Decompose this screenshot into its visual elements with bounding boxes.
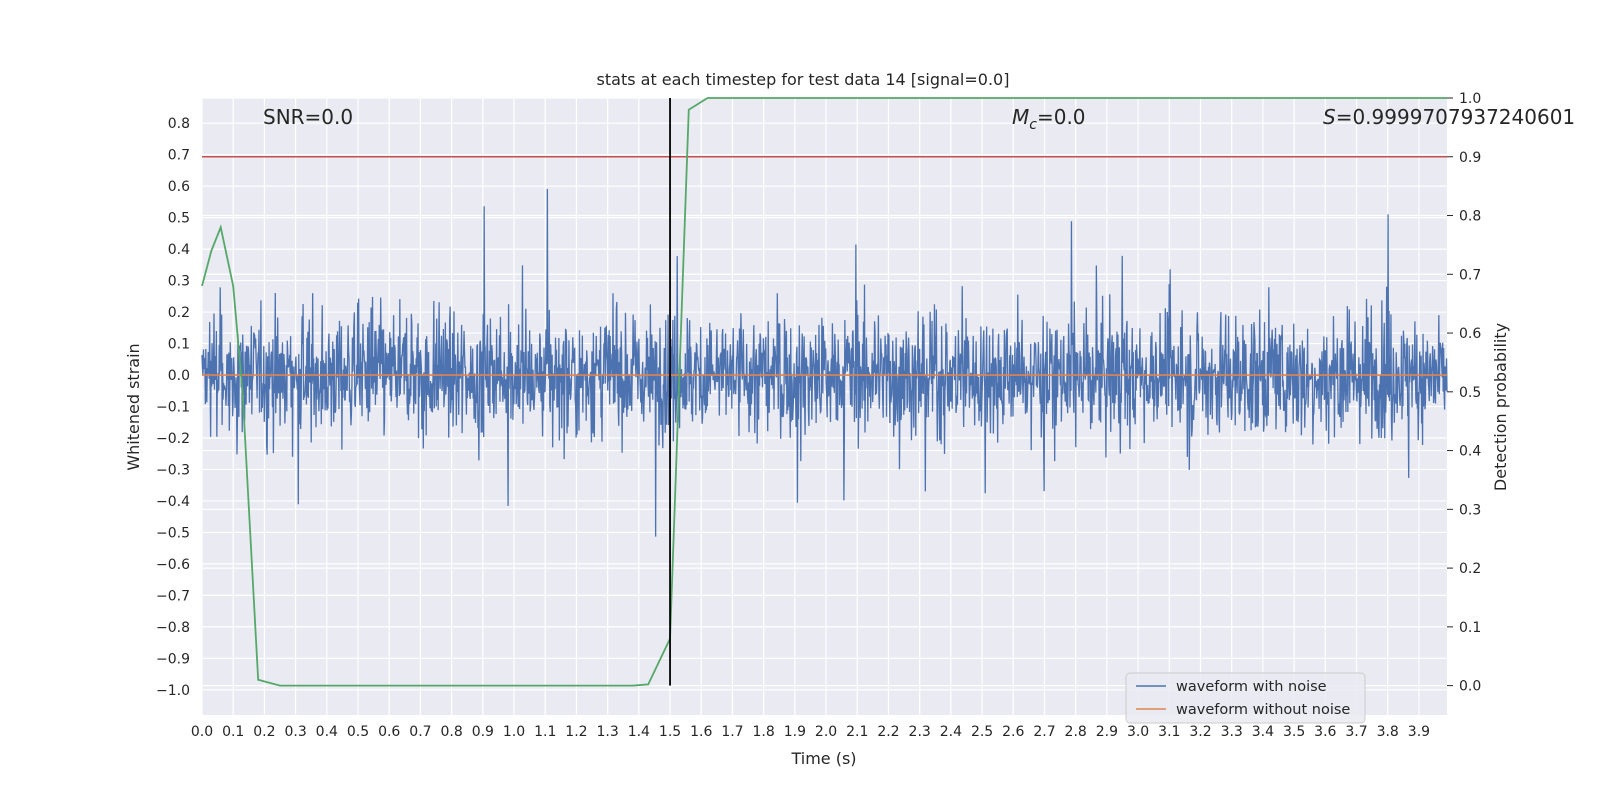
x-tick-label: 1.8: [753, 724, 775, 740]
x-tick-label: 0.0: [191, 724, 213, 740]
detection-probability-line: [201, 97, 1447, 687]
x-tick-label: 1.1: [534, 724, 556, 740]
annotation-chirp-mass-sub: c: [1029, 117, 1037, 133]
annotation-score-symbol: S: [1323, 105, 1336, 129]
y-tick-label: −0.6: [156, 557, 190, 573]
y-tick-label: 0.5: [168, 211, 190, 227]
x-tick-label: 0.3: [284, 724, 306, 740]
y-tick-label: −0.1: [156, 400, 190, 416]
y2-tick-label: 1.0: [1459, 91, 1481, 107]
x-tick-label: 1.9: [784, 724, 806, 740]
y-tick-label: 0.6: [168, 179, 190, 195]
x-tick-label: 1.3: [597, 724, 619, 740]
x-tick-label: 1.5: [659, 724, 681, 740]
y-tick-label: 0.8: [168, 116, 190, 132]
x-tick-label: 1.7: [721, 724, 743, 740]
y-tick-label: −1.0: [156, 683, 190, 699]
legend-label-noise: waveform with noise: [1176, 679, 1327, 695]
x-tick-label: 2.5: [971, 724, 993, 740]
y-tick-label: 0.2: [168, 305, 190, 321]
x-tick-label: 3.2: [1189, 724, 1211, 740]
y2-tick-label: 0.0: [1459, 679, 1481, 695]
y2-tick-label: 0.1: [1459, 620, 1481, 636]
x-tick-label: 2.2: [877, 724, 899, 740]
x-tick-label: 3.3: [1221, 724, 1243, 740]
y2-tick-label: 0.3: [1459, 502, 1481, 518]
x-tick-label: 1.0: [503, 724, 525, 740]
x-tick-label: 3.0: [1127, 724, 1149, 740]
y-tick-labels: 0.8 0.7 0.6 0.5 0.4 0.3 0.2 0.1 0.0 −0.1 −0.2 −0.3 −…: [156, 116, 190, 699]
x-tick-label: 3.9: [1408, 724, 1430, 740]
x-tick-label: 2.0: [815, 724, 837, 740]
y-tick-label: −0.3: [156, 462, 190, 478]
y-tick-label: 0.1: [168, 337, 190, 353]
y2-tick-label: 0.7: [1459, 267, 1481, 283]
series-detection-probability: [201, 97, 1447, 687]
y-axis-label: Whitened strain: [124, 343, 143, 470]
x-tick-label: 0.6: [378, 724, 400, 740]
annotation-score: S=0.9999707937240601: [1323, 105, 1575, 129]
x-tick-label: 0.1: [222, 724, 244, 740]
series-waveform-with-noise: [201, 189, 1448, 537]
annotation-chirp-mass-value: =0.0: [1037, 105, 1086, 129]
y2-tick-label: 0.4: [1459, 444, 1481, 460]
x-tick-labels: 0.0 0.1 0.2 0.3 0.4 0.5 0.6 0.7 0.8 0.9 1.0 1.1 1.2 1…: [191, 724, 1430, 740]
x-tick-label: 2.1: [846, 724, 868, 740]
x-tick-label: 2.9: [1096, 724, 1118, 740]
x-tick-label: 2.7: [1033, 724, 1055, 740]
y-tick-label: −0.9: [156, 651, 190, 667]
annotation-chirp-mass-symbol: M: [1012, 105, 1029, 129]
y2-tick-label: 0.6: [1459, 326, 1481, 342]
chart-title: stats at each timestep for test data 14 …: [597, 70, 1010, 89]
legend-label-clean: waveform without noise: [1176, 702, 1350, 718]
x-tick-label: 3.4: [1252, 724, 1274, 740]
x-tick-label: 0.9: [472, 724, 494, 740]
waveform-with-noise-line: [201, 189, 1448, 537]
x-tick-label: 0.7: [409, 724, 431, 740]
x-tick-label: 2.3: [909, 724, 931, 740]
x-tick-label: 0.8: [440, 724, 462, 740]
x-tick-label: 0.4: [316, 724, 338, 740]
y2-tick-label: 0.9: [1459, 150, 1481, 166]
y2-tick-label: 0.5: [1459, 385, 1481, 401]
x-tick-label: 0.2: [253, 724, 275, 740]
x-tick-label: 2.6: [1002, 724, 1024, 740]
x-tick-label: 3.6: [1314, 724, 1336, 740]
x-tick-label: 3.5: [1283, 724, 1305, 740]
x-tick-label: 1.6: [690, 724, 712, 740]
y-tick-label: 0.7: [168, 148, 190, 164]
x-tick-label: 3.1: [1158, 724, 1180, 740]
x-tick-label: 1.2: [565, 724, 587, 740]
x-axis-label: Time (s): [790, 749, 856, 768]
y2-tick-label: 0.8: [1459, 209, 1481, 225]
x-tick-label: 1.4: [628, 724, 650, 740]
x-tick-label: 2.4: [940, 724, 962, 740]
y2-tick-label: 0.2: [1459, 561, 1481, 577]
y-tick-label: −0.4: [156, 494, 190, 510]
y-tick-label: −0.5: [156, 525, 190, 541]
y-tick-label: 0.4: [168, 242, 190, 258]
x-tick-label: 2.8: [1065, 724, 1087, 740]
legend: waveform with noise waveform without noi…: [1125, 672, 1366, 724]
annotation-score-value: =0.9999707937240601: [1336, 105, 1575, 129]
y-tick-label: −0.7: [156, 588, 190, 604]
x-tick-label: 3.8: [1377, 724, 1399, 740]
y-tick-label: −0.2: [156, 431, 190, 447]
annotation-chirp-mass: Mc=0.0: [1012, 105, 1086, 133]
legend-box: [1125, 672, 1366, 724]
y-tick-label: 0.0: [168, 368, 190, 384]
y2-axis-label: Detection probability: [1491, 323, 1510, 491]
annotation-snr: SNR=0.0: [263, 105, 353, 129]
y-tick-label: −0.8: [156, 620, 190, 636]
x-tick-label: 3.7: [1345, 724, 1367, 740]
y-tick-label: 0.3: [168, 274, 190, 290]
x-tick-label: 0.5: [347, 724, 369, 740]
y2-tick-labels: 1.0 0.9 0.8 0.7 0.6 0.5 0.4 0.3 0.2 0.1 0.0: [1459, 91, 1481, 695]
